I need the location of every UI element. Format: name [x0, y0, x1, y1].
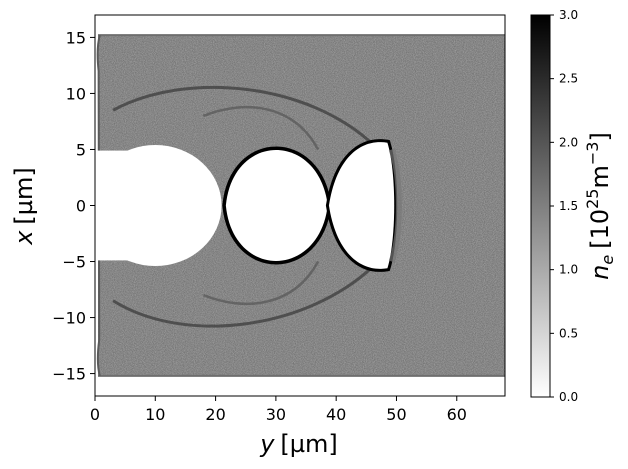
colorbar-label: ne[1025m−3] [583, 132, 617, 280]
x-tick-label: 60 [447, 405, 467, 424]
first-cavity-extension [96, 150, 156, 261]
x-tick-label: 30 [266, 405, 286, 424]
x-axis-ticks: 0 10 20 30 40 50 60 [90, 396, 467, 424]
y-tick-label: 15 [66, 28, 86, 47]
y-tick-label: −10 [52, 309, 86, 328]
x-tick-label: 20 [205, 405, 225, 424]
second-cavity [225, 150, 328, 261]
third-cavity-front [388, 148, 402, 263]
colorbar [530, 14, 551, 398]
middle-wake-shell [203, 105, 320, 306]
y-tick-label: −15 [52, 365, 86, 384]
x-tick-label: 40 [326, 405, 346, 424]
y-tick-label: 0 [76, 197, 86, 216]
x-tick-label: 50 [386, 405, 406, 424]
y-tick-label: 5 [76, 140, 86, 159]
x-tick-label: 0 [90, 405, 100, 424]
colorbar-ticks: 0.0 0.5 1.0 1.5 2.0 2.5 3.0 [550, 8, 578, 404]
density-heatmap [95, 15, 505, 396]
y-axis-ticks: −15 −10 −5 0 5 10 15 [52, 28, 95, 384]
colorbar-tick-label: 0.0 [559, 390, 578, 404]
third-cavity [328, 142, 395, 269]
outer-wake-shell [112, 85, 374, 328]
y-axis-label: x[µm] [10, 167, 38, 246]
x-axis-label: y [µm] [259, 430, 338, 458]
colorbar-tick-label: 0.5 [559, 326, 578, 340]
colorbar-tick-label: 2.5 [559, 72, 578, 86]
x-tick-label: 10 [145, 405, 165, 424]
colorbar-tick-label: 1.5 [559, 199, 578, 213]
y-tick-label: −5 [62, 253, 86, 272]
colorbar-tick-label: 1.0 [559, 263, 578, 277]
y-tick-label: 10 [66, 84, 86, 103]
colorbar-tick-label: 2.0 [559, 135, 578, 149]
colorbar-tick-label: 3.0 [559, 8, 578, 22]
